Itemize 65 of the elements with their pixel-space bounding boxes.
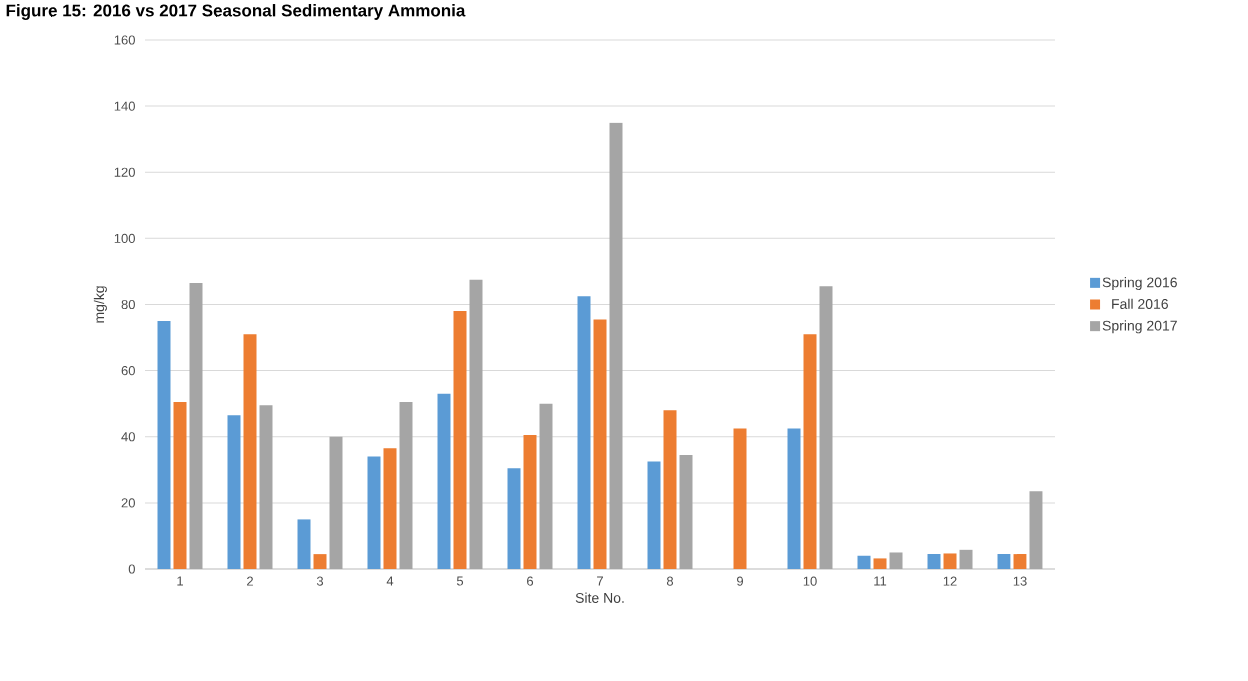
y-tick-label: 100 (114, 233, 135, 243)
bar (1029, 491, 1043, 569)
bar (189, 283, 203, 569)
y-tick-label: 120 (114, 167, 135, 177)
bar (1013, 554, 1027, 569)
y-tick-label: 40 (121, 432, 135, 442)
x-tick-label: 7 (597, 576, 603, 586)
y-tick-label: 0 (128, 564, 135, 574)
x-tick-label: 11 (874, 576, 887, 586)
bar (329, 436, 343, 569)
bar (857, 555, 871, 569)
bar (383, 448, 397, 569)
x-tick-label: 13 (1013, 576, 1027, 586)
x-tick-label: 3 (316, 576, 324, 586)
bar (819, 286, 833, 569)
bar (243, 334, 257, 569)
bar (943, 553, 957, 569)
x-tick-label: 1 (177, 576, 183, 586)
bar (889, 552, 903, 569)
y-tick-label: 160 (114, 35, 135, 45)
bar (803, 334, 817, 569)
bar (507, 468, 521, 569)
x-tick-label: 12 (943, 576, 957, 586)
bar (469, 279, 483, 569)
bar (647, 461, 661, 569)
chart-title: Figure 15: 2016 vs 2017 Seasonal Sedimentary Ammonia (6, 4, 466, 20)
bar (733, 428, 747, 569)
bar (679, 454, 693, 569)
bar (313, 554, 327, 569)
bar (437, 393, 451, 569)
x-tick-label: 8 (666, 576, 674, 586)
y-axis-title: mg/kg (93, 286, 107, 323)
bar (399, 402, 413, 569)
bar (157, 321, 171, 569)
bar (297, 519, 311, 569)
bar (523, 435, 537, 569)
bar (927, 554, 941, 569)
bar (609, 122, 623, 569)
x-tick-label: 9 (737, 576, 744, 586)
bar (227, 415, 241, 569)
y-tick-label: 60 (121, 366, 135, 376)
bar (873, 558, 887, 569)
legend-label: Spring 2017 (1102, 320, 1177, 334)
bar (453, 311, 467, 569)
x-tick-label: 2 (247, 576, 253, 586)
bar (367, 456, 381, 569)
y-tick-label: 20 (121, 498, 135, 508)
x-axis-title: Site No. (575, 592, 624, 603)
bar (539, 403, 553, 569)
bar (663, 410, 677, 569)
y-tick-label: 140 (114, 101, 135, 111)
bar (577, 296, 591, 569)
x-tick-label: 5 (456, 576, 464, 586)
legend-label: Fall 2016 (1112, 298, 1168, 309)
bar (959, 549, 973, 569)
bar (259, 405, 273, 569)
bar (173, 402, 187, 569)
y-tick-label: 80 (121, 299, 135, 310)
x-tick-label: 6 (527, 576, 534, 586)
bar (997, 554, 1011, 569)
bar (787, 428, 801, 569)
legend-label: Spring 2016 (1102, 277, 1177, 291)
bar (593, 319, 607, 569)
x-tick-label: 4 (386, 576, 394, 586)
x-tick-label: 10 (803, 576, 817, 586)
